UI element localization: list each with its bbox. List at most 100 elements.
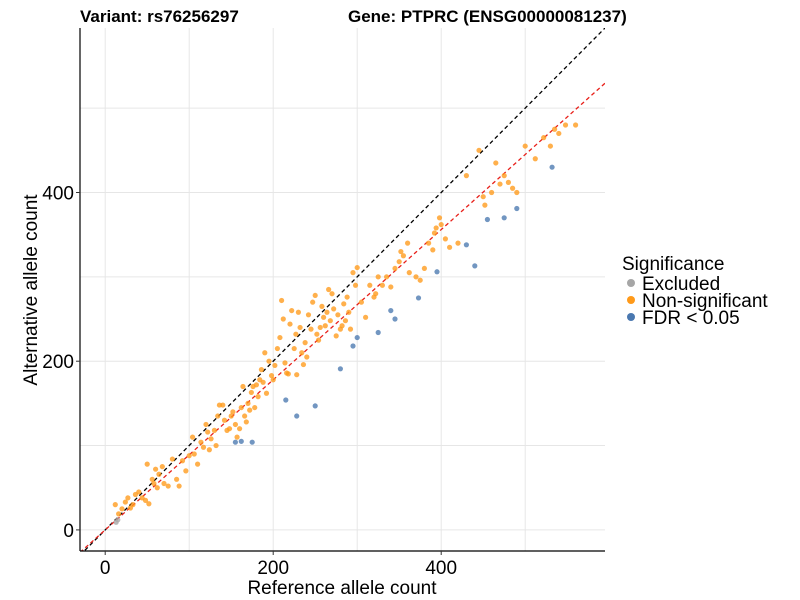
point-non-significant xyxy=(392,265,398,272)
point-non-significant xyxy=(287,321,293,327)
point-non-significant xyxy=(253,382,259,388)
point-non-significant xyxy=(314,331,320,337)
point-non-significant xyxy=(195,461,201,467)
point-non-significant xyxy=(573,122,579,128)
axes xyxy=(76,28,605,555)
point-non-significant xyxy=(321,314,327,320)
point-non-significant xyxy=(379,282,385,288)
point-non-significant xyxy=(153,466,159,472)
point-non-significant xyxy=(505,179,511,185)
point-non-significant xyxy=(119,506,125,512)
point-non-significant xyxy=(373,291,379,297)
point-non-significant xyxy=(421,265,427,272)
point-non-significant xyxy=(282,360,288,366)
point-non-significant xyxy=(270,377,276,383)
x-tick-label: 0 xyxy=(100,558,111,579)
point-non-significant xyxy=(248,389,254,396)
point-non-significant xyxy=(122,499,128,505)
point-non-significant xyxy=(232,421,238,428)
point-non-significant xyxy=(363,314,369,320)
point-fdr-0-05 xyxy=(232,439,238,445)
point-non-significant xyxy=(396,259,402,265)
point-non-significant xyxy=(347,326,354,332)
point-non-significant xyxy=(130,502,136,508)
point-non-significant xyxy=(547,143,554,149)
point-non-significant xyxy=(489,189,495,196)
point-non-significant xyxy=(400,253,406,259)
point-non-significant xyxy=(433,225,439,231)
point-non-significant xyxy=(352,282,359,288)
point-non-significant xyxy=(245,400,251,406)
tick-labels: 0 200 400 0 200 400 xyxy=(42,183,457,579)
point-non-significant xyxy=(295,309,301,315)
point-non-significant xyxy=(215,413,221,419)
point-non-significant xyxy=(237,426,243,432)
point-non-significant xyxy=(205,429,211,435)
point-non-significant xyxy=(308,326,314,332)
legend-key-fdr-0-05 xyxy=(627,313,635,321)
point-non-significant xyxy=(426,240,432,246)
point-non-significant xyxy=(274,345,280,352)
point-non-significant xyxy=(176,483,182,489)
point-non-significant xyxy=(430,247,436,253)
point-fdr-0-05 xyxy=(375,329,381,336)
point-non-significant xyxy=(319,303,325,309)
point-non-significant xyxy=(293,331,299,337)
point-non-significant xyxy=(367,282,373,288)
point-non-significant xyxy=(405,240,411,246)
legend: Significance ExcludedNon-significantFDR … xyxy=(622,254,768,329)
point-non-significant xyxy=(299,350,305,356)
point-non-significant xyxy=(169,456,175,462)
point-non-significant xyxy=(346,309,352,315)
legend-title: Significance xyxy=(622,254,724,275)
point-non-significant xyxy=(174,476,180,482)
point-fdr-0-05 xyxy=(283,397,289,403)
point-non-significant xyxy=(112,502,118,508)
point-non-significant xyxy=(406,270,412,276)
point-non-significant xyxy=(266,358,272,364)
point-fdr-0-05 xyxy=(472,263,478,269)
point-non-significant xyxy=(388,284,394,290)
x-tick-label: 400 xyxy=(425,558,457,579)
point-non-significant xyxy=(213,442,219,449)
point-non-significant xyxy=(279,297,285,304)
point-non-significant xyxy=(329,291,335,297)
legend-label-non-significant: Non-significant xyxy=(642,291,768,312)
data-points xyxy=(112,122,579,525)
point-non-significant xyxy=(228,413,234,419)
point-fdr-0-05 xyxy=(415,295,422,301)
point-non-significant xyxy=(226,426,233,432)
point-non-significant xyxy=(413,274,419,280)
point-non-significant xyxy=(280,316,286,322)
point-fdr-0-05 xyxy=(249,439,255,445)
point-non-significant xyxy=(144,461,150,467)
point-fdr-0-05 xyxy=(514,205,520,212)
point-non-significant xyxy=(541,135,547,141)
point-non-significant xyxy=(493,160,499,166)
point-non-significant xyxy=(501,173,507,179)
point-non-significant xyxy=(165,483,171,489)
y-tick-label: 400 xyxy=(42,183,74,204)
point-fdr-0-05 xyxy=(238,438,244,444)
point-non-significant xyxy=(191,451,197,457)
point-non-significant xyxy=(149,476,155,482)
point-non-significant xyxy=(211,427,217,433)
point-non-significant xyxy=(234,434,240,440)
reference-line-identity xyxy=(83,28,605,551)
point-non-significant xyxy=(514,189,520,196)
point-non-significant xyxy=(189,434,196,440)
point-non-significant xyxy=(339,323,345,329)
point-non-significant xyxy=(230,409,236,415)
point-non-significant xyxy=(294,372,300,378)
point-non-significant xyxy=(243,419,249,425)
point-non-significant xyxy=(285,371,291,377)
point-non-significant xyxy=(476,147,482,153)
point-non-significant xyxy=(116,511,122,517)
legend-label-excluded: Excluded xyxy=(642,274,720,295)
point-non-significant xyxy=(317,324,323,331)
point-non-significant xyxy=(297,324,303,331)
point-non-significant xyxy=(260,379,266,385)
reference-lines xyxy=(80,28,605,551)
point-non-significant xyxy=(238,404,244,411)
